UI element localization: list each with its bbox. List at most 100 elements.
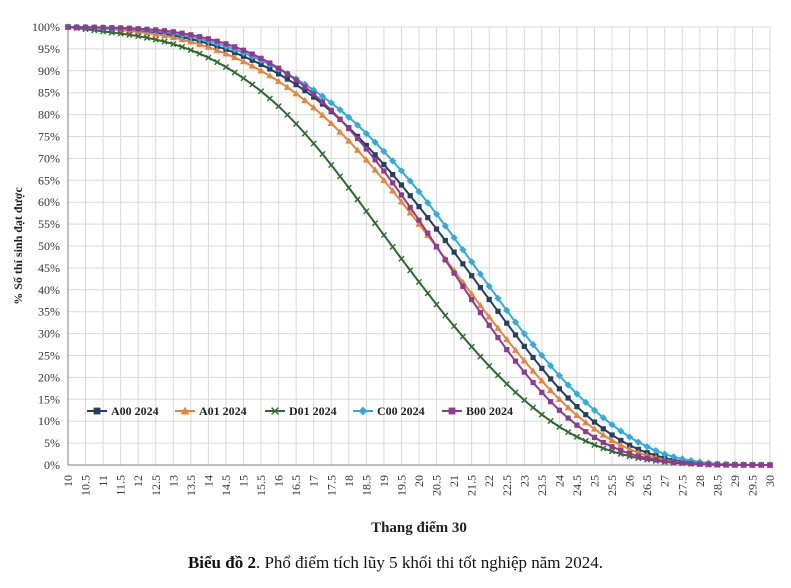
- data-point: [688, 461, 694, 467]
- x-tick-label: 21: [447, 475, 461, 487]
- x-axis-ticks: 10 10.5 11 11.5 12 12.5 13 13.5 14 14.5 15 15.5 16 16…: [61, 475, 777, 496]
- data-point: [555, 395, 563, 402]
- data-point: [564, 403, 572, 411]
- data-point: [407, 267, 414, 274]
- data-point: [353, 146, 362, 153]
- x-axis-label: Thang điểm 30: [371, 520, 467, 536]
- data-point: [179, 30, 185, 36]
- data-point: [460, 283, 466, 289]
- legend-item: B00 2024: [442, 404, 513, 418]
- data-point: [600, 426, 606, 432]
- data-point: [276, 65, 282, 71]
- data-point: [705, 461, 712, 468]
- data-point: [232, 44, 238, 50]
- data-point: [565, 395, 571, 401]
- data-point: [477, 284, 484, 291]
- data-point: [547, 417, 554, 425]
- data-point: [197, 34, 203, 40]
- legend-item: A00 2024: [87, 404, 159, 418]
- data-point: [214, 38, 220, 44]
- x-tick-label: 29.5: [745, 475, 759, 496]
- data-point: [504, 320, 510, 326]
- data-point: [249, 81, 256, 88]
- x-tick-label: 22: [482, 475, 496, 487]
- data-point: [275, 77, 283, 84]
- y-tick-label: 90%: [38, 64, 60, 78]
- x-tick-label: 14: [201, 475, 215, 487]
- data-point: [398, 255, 405, 262]
- data-point: [477, 310, 484, 316]
- data-point: [371, 166, 379, 173]
- data-point: [302, 88, 308, 94]
- data-point: [538, 351, 546, 360]
- x-tick-label: 13: [166, 475, 180, 487]
- data-point: [346, 126, 352, 132]
- data-point: [495, 334, 501, 341]
- data-point: [758, 462, 764, 468]
- data-point: [407, 193, 413, 199]
- data-point: [328, 107, 334, 113]
- data-point: [590, 425, 599, 432]
- data-point: [310, 103, 318, 111]
- legend-label: A01 2024: [199, 404, 247, 418]
- y-tick-label: 10%: [38, 414, 60, 428]
- data-point: [547, 362, 555, 370]
- data-point: [548, 376, 554, 382]
- data-point: [591, 441, 598, 448]
- y-tick-label: 55%: [38, 217, 60, 231]
- data-point: [511, 346, 520, 353]
- data-point: [381, 161, 387, 168]
- data-point: [662, 458, 668, 464]
- data-point: [661, 450, 669, 458]
- data-point: [363, 208, 370, 215]
- data-point: [556, 423, 563, 430]
- y-axis-label: % Số thí sinh đạt được: [11, 187, 25, 305]
- x-tick-label: 19: [377, 475, 391, 487]
- data-point: [406, 177, 414, 185]
- data-point: [170, 40, 177, 48]
- data-point: [363, 146, 369, 152]
- x-tick-label: 16: [272, 475, 286, 487]
- data-point: [565, 415, 571, 421]
- data-point: [187, 46, 194, 54]
- data-point: [187, 38, 195, 45]
- data-point: [293, 120, 300, 127]
- data-point: [82, 24, 89, 30]
- data-point: [65, 24, 71, 30]
- legend-label: B00 2024: [466, 404, 513, 418]
- data-point: [424, 199, 432, 207]
- data-point: [91, 24, 97, 30]
- data-point: [345, 137, 353, 144]
- y-tick-label: 0%: [44, 458, 60, 472]
- data-point: [599, 431, 607, 438]
- data-point: [318, 111, 327, 118]
- data-point: [381, 168, 387, 174]
- y-tick-label: 70%: [38, 151, 60, 165]
- data-point: [442, 257, 448, 263]
- x-tick-label: 17.5: [324, 475, 338, 496]
- data-point: [485, 282, 493, 290]
- legend-item: D01 2024: [265, 404, 337, 418]
- x-tick-label: 15: [237, 475, 251, 487]
- data-point: [345, 184, 352, 191]
- data-point: [512, 389, 519, 396]
- data-point: [248, 62, 256, 69]
- data-point: [389, 157, 397, 165]
- data-point: [108, 29, 115, 36]
- data-point: [398, 182, 405, 188]
- data-point: [609, 444, 615, 450]
- data-point: [732, 462, 738, 468]
- data-point: [618, 447, 624, 454]
- data-point: [267, 60, 273, 66]
- data-point: [126, 25, 133, 31]
- axes: [67, 27, 770, 466]
- data-point: [530, 354, 536, 361]
- data-point: [205, 36, 211, 42]
- x-tick-label: 15.5: [254, 475, 268, 496]
- data-point: [328, 161, 335, 169]
- data-point: [161, 28, 168, 34]
- x-tick-label: 10: [61, 475, 75, 487]
- data-point: [627, 442, 633, 448]
- data-point: [486, 322, 492, 328]
